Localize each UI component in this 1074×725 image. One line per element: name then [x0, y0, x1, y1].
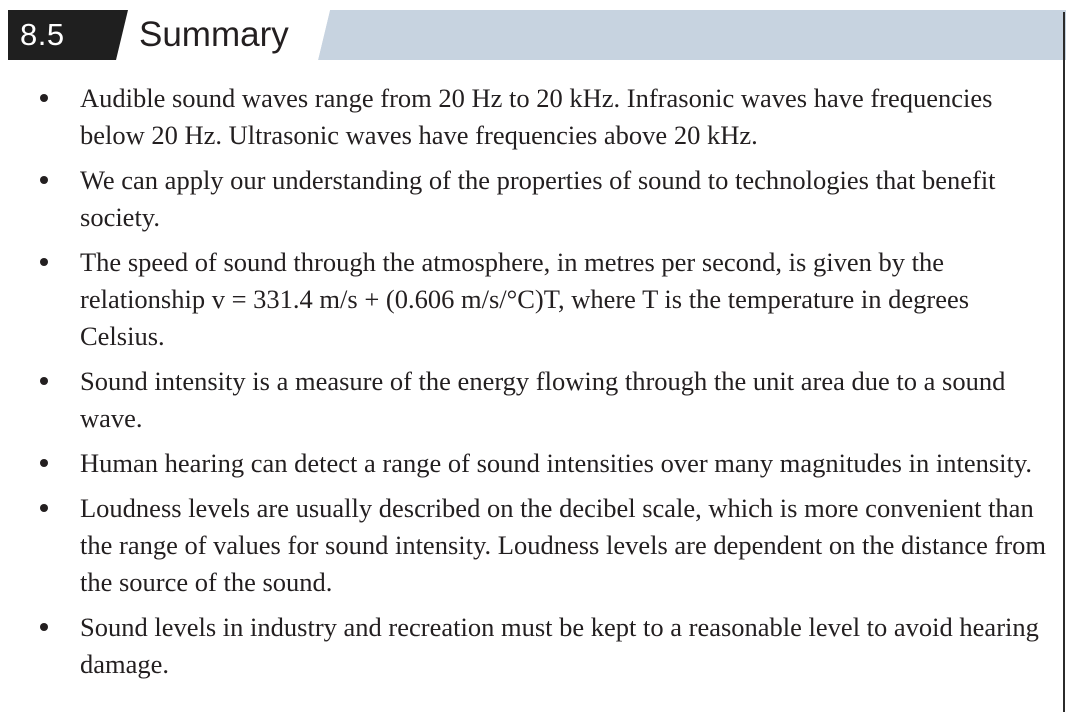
bullet-dot-icon: [40, 459, 48, 467]
right-border-rule: [1063, 12, 1065, 712]
summary-bullet-7: Sound levels in industry and recreation …: [30, 609, 1052, 683]
section-header-background: [8, 10, 1066, 60]
bullet-text: Audible sound waves range from 20 Hz to …: [80, 83, 993, 150]
bullet-text: Human hearing can detect a range of soun…: [80, 448, 1033, 478]
bullet-text: We can apply our understanding of the pr…: [80, 165, 996, 232]
summary-bullet-1: Audible sound waves range from 20 Hz to …: [30, 80, 1052, 154]
summary-bullet-5: Human hearing can detect a range of soun…: [30, 445, 1052, 482]
bullet-text: The speed of sound through the atmospher…: [80, 247, 970, 351]
summary-bullet-6: Loudness levels are usually described on…: [30, 490, 1052, 601]
title-band: [318, 10, 1066, 60]
section-header: 8.5 Summary: [8, 10, 1066, 60]
bullet-dot-icon: [40, 258, 48, 266]
section-number-box: [8, 10, 128, 60]
bullet-text: Sound intensity is a measure of the ener…: [80, 366, 1006, 433]
bullet-dot-icon: [40, 377, 48, 385]
summary-bullet-4: Sound intensity is a measure of the ener…: [30, 363, 1052, 437]
bullet-dot-icon: [40, 176, 48, 184]
bullet-dot-icon: [40, 623, 48, 631]
summary-bullet-list: Audible sound waves range from 20 Hz to …: [30, 80, 1052, 691]
bullet-dot-icon: [40, 504, 48, 512]
summary-bullet-2: We can apply our understanding of the pr…: [30, 162, 1052, 236]
title-white-block: [108, 10, 330, 60]
bullet-text: Sound levels in industry and recreation …: [80, 612, 1039, 679]
summary-bullet-3: The speed of sound through the atmospher…: [30, 244, 1052, 355]
bullet-dot-icon: [40, 94, 48, 102]
section-title: Summary: [139, 15, 289, 54]
section-number: 8.5: [20, 17, 65, 52]
bullet-text: Loudness levels are usually described on…: [80, 493, 1046, 597]
